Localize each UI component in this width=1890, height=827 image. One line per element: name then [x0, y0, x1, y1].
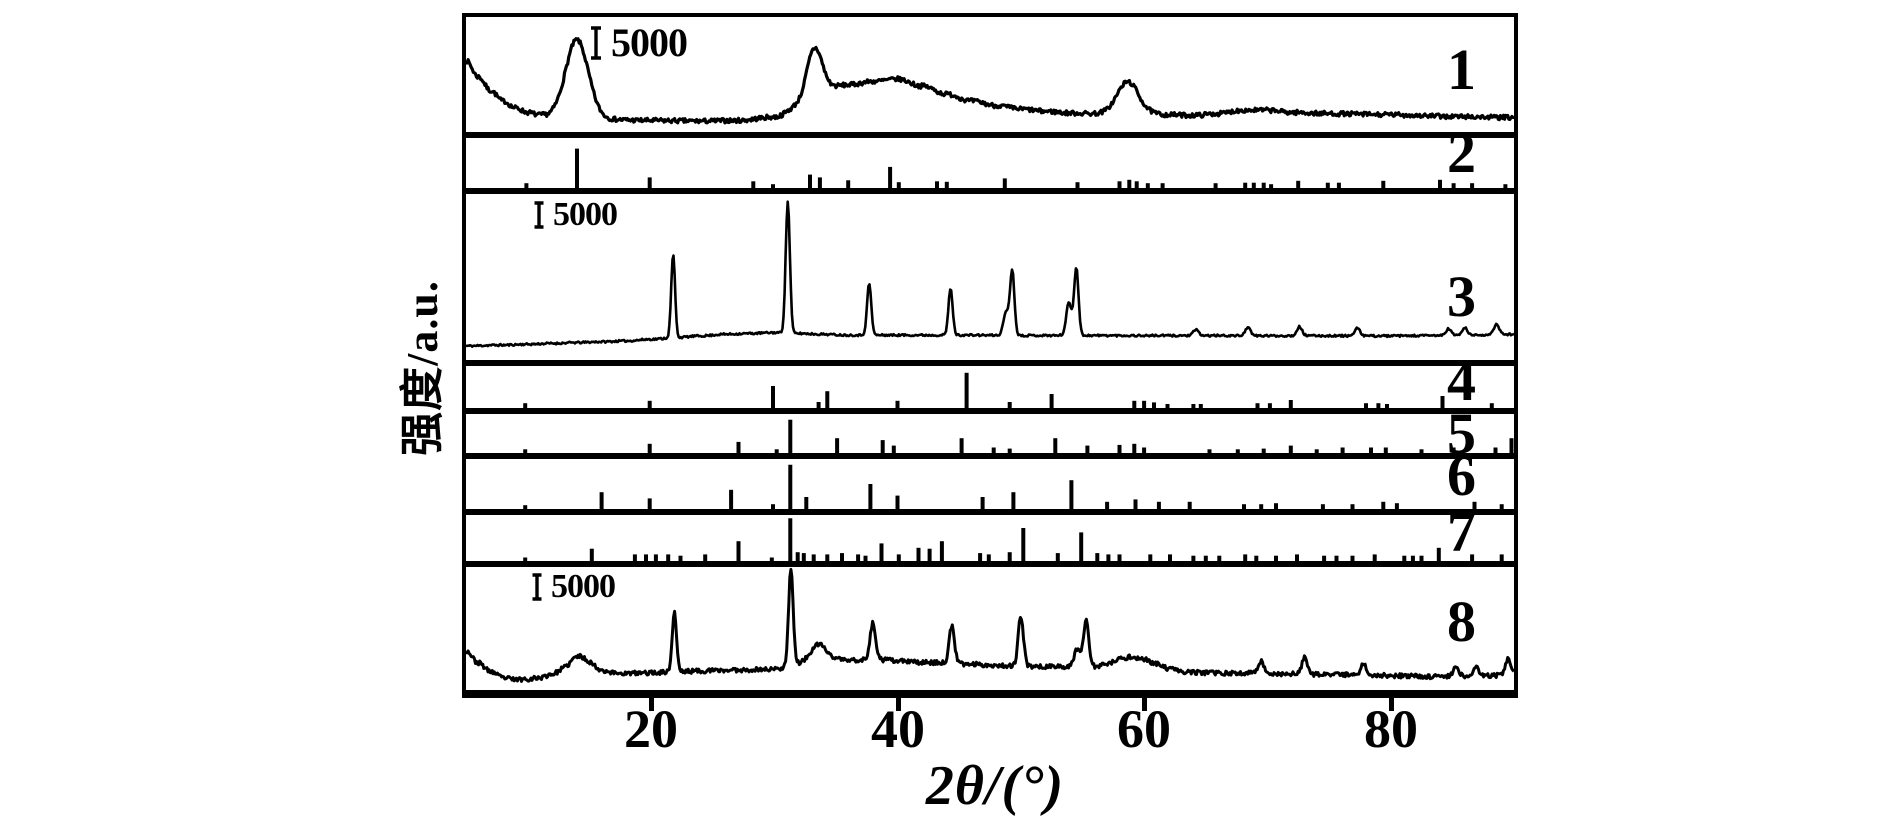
panel-divider — [466, 188, 1514, 194]
panel-5-sticks — [523, 419, 1514, 453]
panel-label-8: 8 — [1447, 589, 1476, 654]
panel-7: 7 — [466, 503, 1514, 561]
x-tick-label-80: 80 — [1364, 699, 1418, 759]
panel-1-curve — [466, 37, 1514, 125]
x-axis-tick-40 — [896, 698, 901, 711]
panel-6-sticks — [523, 464, 1504, 509]
x-tick-label-20: 20 — [624, 699, 678, 759]
x-axis-label: 2θ/(°) — [925, 755, 1065, 817]
scale-bar-value: 5000 — [611, 20, 688, 65]
panel-label-1: 1 — [1447, 37, 1476, 102]
panel-8-curve — [466, 567, 1514, 683]
scale-bar-icon — [534, 201, 544, 229]
panel-8: 5000 8 — [466, 567, 1514, 690]
panel-5: 5 — [466, 405, 1514, 463]
panel-4: 4 — [466, 352, 1514, 410]
panel-1: 5000 1 — [466, 17, 1514, 132]
scale-bar-value: 5000 — [553, 196, 618, 233]
panel-divider — [466, 408, 1514, 414]
panel-label-7: 7 — [1447, 499, 1476, 564]
scale-bar-icon — [591, 26, 601, 60]
x-axis-tick-60 — [1142, 698, 1147, 711]
scale-bar-3: 5000 — [532, 196, 618, 233]
x-tick-label-40: 40 — [871, 699, 925, 759]
panel-label-6: 6 — [1447, 443, 1476, 508]
plot-area: 5000 1 2 5000 3 4 5 — [462, 13, 1518, 698]
panel-label-5: 5 — [1447, 401, 1476, 466]
panel-7-sticks — [523, 518, 1504, 561]
panel-2: 2 — [466, 124, 1514, 188]
panel-divider — [466, 561, 1514, 567]
panel-label-4: 4 — [1447, 348, 1476, 413]
x-axis-tick-20 — [649, 698, 654, 711]
scale-bar-value: 5000 — [551, 568, 616, 605]
panel-divider — [466, 360, 1514, 366]
x-tick-label-60: 60 — [1117, 699, 1171, 759]
scale-bar-icon — [532, 573, 542, 601]
panel-divider — [466, 509, 1514, 515]
panel-3-curve — [466, 200, 1514, 348]
panel-4-sticks — [523, 372, 1494, 408]
x-axis-tick-80 — [1389, 698, 1394, 711]
panel-divider — [466, 453, 1514, 459]
panel-divider — [466, 132, 1514, 138]
scale-bar-1: 5000 — [588, 20, 688, 65]
panel-2-sticks — [524, 148, 1508, 188]
y-axis-label: 强度/a.u. — [398, 280, 447, 456]
panel-6: 6 — [466, 447, 1514, 509]
panel-3: 5000 3 — [466, 194, 1514, 360]
panel-label-3: 3 — [1447, 264, 1476, 329]
panel-label-2: 2 — [1447, 120, 1476, 185]
scale-bar-8: 5000 — [530, 568, 616, 605]
